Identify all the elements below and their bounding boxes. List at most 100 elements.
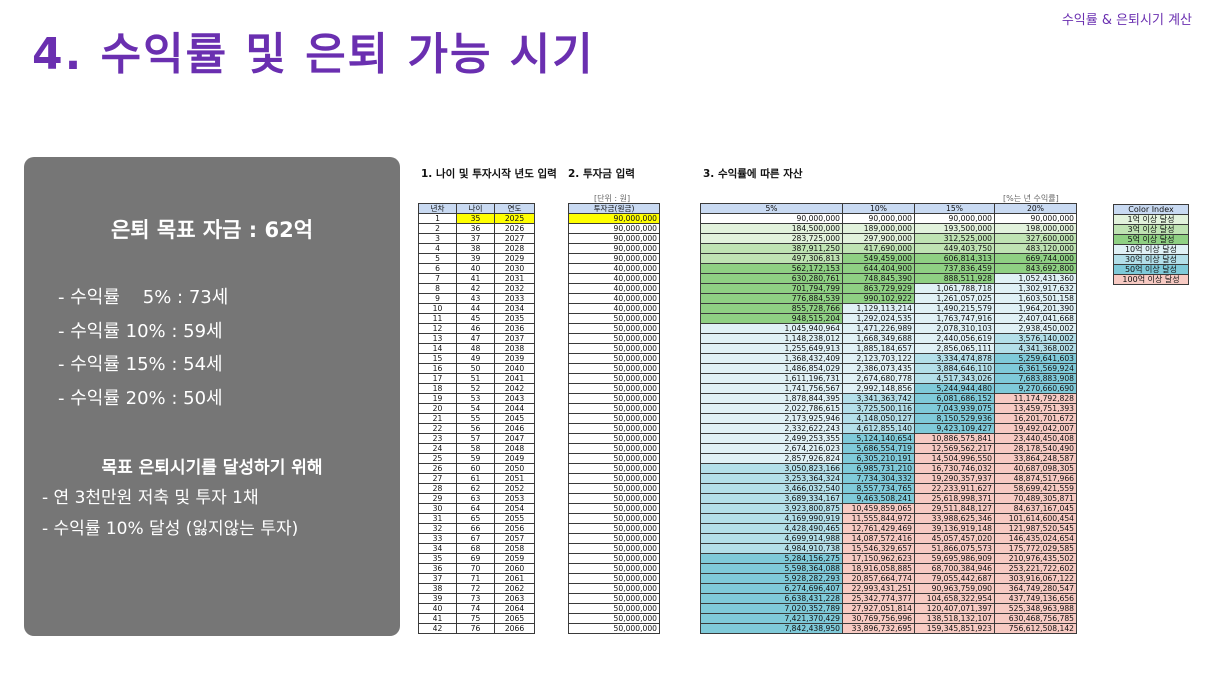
cell-rate-15: 104,658,322,954 bbox=[914, 593, 995, 604]
invest-row: 40,000,000 bbox=[568, 283, 660, 294]
cell-rate-10: 5,124,140,654 bbox=[842, 433, 915, 444]
cell-rate-10: 11,555,844,972 bbox=[842, 513, 915, 524]
cell-year: 2026 bbox=[494, 223, 535, 234]
rates-row: 776,884,539 990,102,922 1,261,057,025 1,603… bbox=[700, 293, 1077, 304]
cell-year-count: 30 bbox=[418, 503, 457, 514]
cell-invest: 50,000,000 bbox=[568, 443, 660, 454]
cell-year-count: 23 bbox=[418, 433, 457, 444]
cell-year-count: 34 bbox=[418, 543, 457, 554]
cell-rate-5: 5,928,282,293 bbox=[700, 573, 843, 584]
cell-rate-15: 59,695,986,909 bbox=[914, 553, 995, 564]
cell-year-count: 42 bbox=[418, 623, 457, 634]
cell-year: 2042 bbox=[494, 383, 535, 394]
cell-invest: 50,000,000 bbox=[568, 433, 660, 444]
cell-rate-15: 9,423,109,427 bbox=[914, 423, 995, 434]
age-row: 38 72 2062 bbox=[418, 583, 535, 594]
cell-invest: 50,000,000 bbox=[568, 343, 660, 354]
cell-age: 35 bbox=[456, 213, 495, 224]
cell-year-count: 4 bbox=[418, 243, 457, 254]
cell-rate-20: 90,000,000 bbox=[994, 213, 1077, 224]
invest-row: 40,000,000 bbox=[568, 273, 660, 284]
cell-year-count: 15 bbox=[418, 353, 457, 364]
invest-row: 50,000,000 bbox=[568, 363, 660, 374]
cell-rate-5: 6,638,431,228 bbox=[700, 593, 843, 604]
age-row: 26 60 2050 bbox=[418, 463, 535, 474]
cell-rate-20: 483,120,000 bbox=[994, 243, 1077, 254]
cell-invest: 40,000,000 bbox=[568, 273, 660, 284]
page-title: 4. 수익률 및 은퇴 가능 시기 bbox=[32, 29, 595, 80]
cell-age: 72 bbox=[456, 583, 495, 594]
rates-row: 1,255,649,913 1,885,184,657 2,856,065,111 4… bbox=[700, 343, 1077, 354]
cell-year: 2039 bbox=[494, 353, 535, 364]
cell-rate-15: 1,763,747,916 bbox=[914, 313, 995, 324]
age-row: 24 58 2048 bbox=[418, 443, 535, 454]
cell-rate-5: 184,500,000 bbox=[700, 223, 843, 234]
header-rate-15: 15% bbox=[914, 203, 995, 214]
cell-age: 54 bbox=[456, 403, 495, 414]
cell-rate-20: 23,440,450,408 bbox=[994, 433, 1077, 444]
age-row: 25 59 2049 bbox=[418, 453, 535, 464]
color-index-item: 10억 이상 달성 bbox=[1113, 244, 1189, 255]
header-year: 연도 bbox=[494, 203, 535, 214]
goal-title: 은퇴 목표 자금 : 62억 bbox=[110, 218, 314, 242]
age-row: 15 49 2039 bbox=[418, 353, 535, 364]
invest-row: 50,000,000 bbox=[568, 443, 660, 454]
cell-rate-15: 138,518,132,107 bbox=[914, 613, 995, 624]
rates-row: 2,173,925,946 4,148,050,127 8,150,529,936 1… bbox=[700, 413, 1077, 424]
invest-row: 50,000,000 bbox=[568, 383, 660, 394]
cell-rate-5: 3,689,334,167 bbox=[700, 493, 843, 504]
cell-age: 58 bbox=[456, 443, 495, 454]
rate-item: - 수익률 5% : 73세 bbox=[58, 287, 229, 308]
cell-year-count: 6 bbox=[418, 263, 457, 274]
color-index-item: 30억 이상 달성 bbox=[1113, 254, 1189, 265]
cell-age: 70 bbox=[456, 563, 495, 574]
age-row: 8 42 2032 bbox=[418, 283, 535, 294]
achieve-item: - 연 3천만원 저축 및 투자 1채 bbox=[42, 488, 259, 508]
invest-row: 50,000,000 bbox=[568, 573, 660, 584]
rates-row: 5,284,156,275 17,150,962,623 59,695,986,90… bbox=[700, 553, 1077, 564]
cell-rate-15: 51,866,075,573 bbox=[914, 543, 995, 554]
cell-invest: 50,000,000 bbox=[568, 523, 660, 534]
color-index-legend: Color Index 1억 이상 달성 3억 이상 달성 5억 이상 달성 1… bbox=[1113, 204, 1189, 285]
invest-row: 50,000,000 bbox=[568, 463, 660, 474]
cell-rate-15: 19,290,357,937 bbox=[914, 473, 995, 484]
cell-invest: 50,000,000 bbox=[568, 403, 660, 414]
cell-rate-10: 1,292,024,535 bbox=[842, 313, 915, 324]
invest-row: 50,000,000 bbox=[568, 413, 660, 424]
rates-row: 1,741,756,567 2,992,148,856 5,244,944,480 9… bbox=[700, 383, 1077, 394]
cell-rate-15: 606,814,313 bbox=[914, 253, 995, 264]
cell-rate-20: 16,201,701,672 bbox=[994, 413, 1077, 424]
age-row: 11 45 2035 bbox=[418, 313, 535, 324]
cell-rate-5: 3,253,364,324 bbox=[700, 473, 843, 484]
cell-invest: 90,000,000 bbox=[568, 233, 660, 244]
cell-year: 2038 bbox=[494, 343, 535, 354]
cell-age: 75 bbox=[456, 613, 495, 624]
cell-age: 66 bbox=[456, 523, 495, 534]
cell-rate-10: 90,000,000 bbox=[842, 213, 915, 224]
age-row: 36 70 2060 bbox=[418, 563, 535, 574]
cell-invest: 40,000,000 bbox=[568, 293, 660, 304]
cell-age: 64 bbox=[456, 503, 495, 514]
cell-rate-20: 437,749,136,656 bbox=[994, 593, 1077, 604]
cell-year-count: 17 bbox=[418, 373, 457, 384]
invest-row: 40,000,000 bbox=[568, 293, 660, 304]
cell-rate-15: 90,963,759,090 bbox=[914, 583, 995, 594]
cell-rate-15: 45,057,457,020 bbox=[914, 533, 995, 544]
cell-rate-20: 5,259,641,603 bbox=[994, 353, 1077, 364]
section1-title: 1. 나이 및 투자시작 년도 입력 bbox=[421, 168, 557, 180]
cell-rate-5: 776,884,539 bbox=[700, 293, 843, 304]
cell-rate-10: 14,087,572,416 bbox=[842, 533, 915, 544]
rates-row: 1,486,854,029 2,386,073,435 3,884,646,110 6… bbox=[700, 363, 1077, 374]
invest-row: 50,000,000 bbox=[568, 353, 660, 364]
header-rate-10: 10% bbox=[842, 203, 915, 214]
cell-invest: 50,000,000 bbox=[568, 623, 660, 634]
cell-year-count: 29 bbox=[418, 493, 457, 504]
age-table: 년차 나이 연도 1 35 2025 2 36 2026 3 37 2027 4 38 2028 5 39… bbox=[418, 203, 535, 634]
invest-row: 40,000,000 bbox=[568, 303, 660, 314]
cell-rate-5: 2,332,622,243 bbox=[700, 423, 843, 434]
cell-rate-5: 701,794,799 bbox=[700, 283, 843, 294]
achieve-item: - 수익률 10% 달성 (잃지않는 투자) bbox=[42, 519, 299, 539]
cell-rate-15: 120,407,071,397 bbox=[914, 603, 995, 614]
cell-rate-5: 4,984,910,738 bbox=[700, 543, 843, 554]
cell-rate-20: 1,603,501,158 bbox=[994, 293, 1077, 304]
